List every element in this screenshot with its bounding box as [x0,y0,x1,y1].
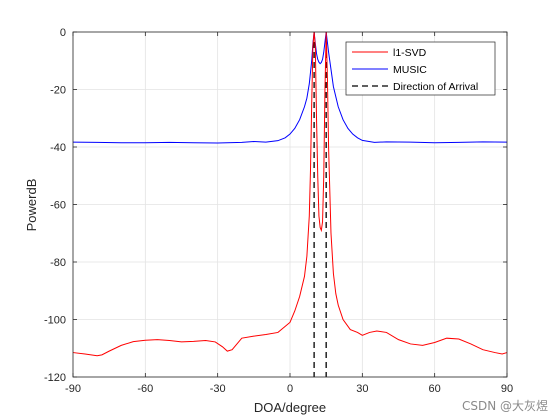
legend: l1-SVD MUSIC Direction of Arrival [345,41,496,96]
x-tick-label: 30 [356,383,368,395]
x-tick-label: 0 [287,383,293,395]
y-tick-label: -120 [44,372,66,384]
legend-label-doa: Direction of Arrival [393,81,478,93]
x-tick-label: -90 [65,383,81,395]
x-axis-label: DOA/degree [254,400,326,415]
y-tick-label: 0 [60,27,66,39]
x-tick-label: 60 [429,383,441,395]
legend-label-music: MUSIC [393,64,427,76]
y-tick-label: -100 [44,315,66,327]
series-layer [72,31,508,377]
y-tick-label: -80 [50,257,66,269]
legend-label-l1-svd: l1-SVD [393,47,427,59]
music-line [72,31,508,144]
y-tick-label: -20 [50,85,66,97]
x-tick-label: 90 [501,383,513,395]
x-tick-label: -30 [210,383,226,395]
y-tick-label: -40 [50,142,66,154]
y-axis-label: PowerdB [24,179,39,232]
watermark-text: CSDN @大灰煜 [461,399,548,413]
x-tick-label: -60 [137,383,153,395]
ticks: -90 -60 -30 0 30 60 90 0 -20 -40 -60 -80 -100 -120 [44,27,513,395]
y-tick-label: -60 [50,200,66,212]
l1-svd-line [72,31,508,357]
